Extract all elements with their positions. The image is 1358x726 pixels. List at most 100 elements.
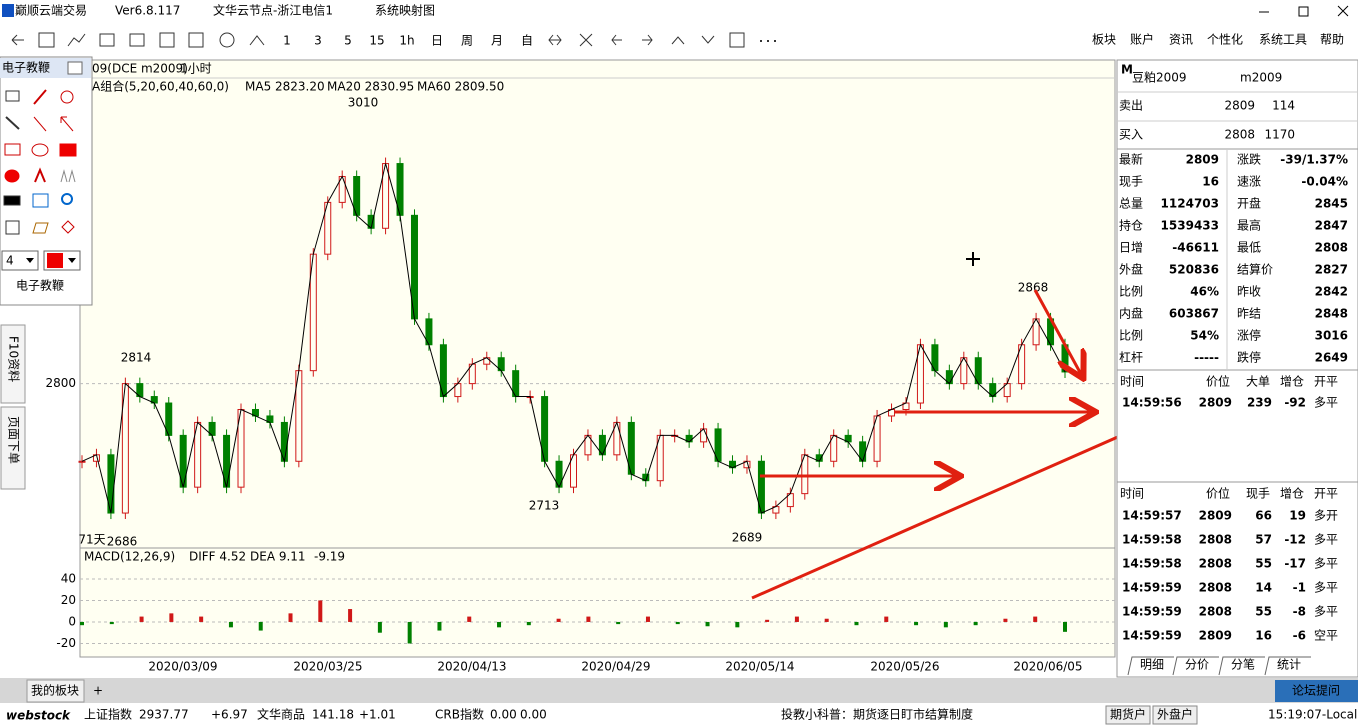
menu-item[interactable]: 系统工具 (1259, 33, 1307, 47)
list-icon[interactable] (38, 32, 55, 48)
open-tool[interactable] (32, 222, 49, 234)
font-tool[interactable] (60, 169, 76, 183)
table-header: 增仓 (1280, 487, 1304, 501)
field-value: -0.04% (1301, 175, 1348, 189)
period-button[interactable]: 周 (461, 34, 473, 48)
up-icon[interactable] (671, 36, 685, 45)
board-tab[interactable] (26, 679, 85, 703)
tool-panel-title: 电子教鞭 (2, 60, 50, 75)
down-icon[interactable] (701, 35, 715, 44)
period-button[interactable]: 15 (369, 34, 384, 48)
table-cell: -8 (1293, 605, 1306, 619)
macd-bar (675, 621, 680, 625)
period-button[interactable]: 日 (431, 34, 443, 48)
field-label: 日增 (1119, 241, 1143, 255)
table-cell: 14:59:58 (1122, 557, 1182, 571)
shrink-icon[interactable] (579, 33, 593, 47)
fill-rect-tool[interactable] (59, 143, 77, 157)
menu-item[interactable]: 资讯 (1169, 33, 1193, 47)
news-ticker[interactable]: 投教小科普：期货逐日盯市结算制度 (781, 707, 973, 722)
width-select[interactable] (1, 250, 39, 271)
contract-code: m2009 (1240, 71, 1282, 85)
clock: 15:19:07-Local (1268, 708, 1357, 722)
left-icon[interactable] (611, 34, 622, 46)
panel-tab-label: 明细 (1140, 658, 1164, 672)
period-button[interactable]: 3 (314, 34, 322, 48)
account-button[interactable] (1152, 705, 1198, 725)
maximize[interactable] (1298, 6, 1309, 17)
brush-tool[interactable] (5, 116, 20, 130)
table-header: 现手 (1246, 487, 1270, 501)
rect-tool[interactable] (4, 143, 21, 156)
capture-tool[interactable] (32, 193, 49, 208)
ellipse-tool[interactable] (31, 143, 49, 157)
panel-icon[interactable] (159, 32, 175, 48)
chart-area (79, 59, 1116, 658)
field-label: 持仓 (1119, 218, 1143, 233)
kline-icon[interactable] (99, 33, 115, 47)
field-value: 2845 (1315, 197, 1348, 211)
side-tab-label: 页面下单 (7, 416, 21, 464)
forum-button[interactable] (1275, 680, 1358, 702)
clear-tool[interactable] (61, 220, 75, 234)
back-icon[interactable] (11, 34, 24, 46)
brand: webstock (6, 709, 71, 723)
text-tool[interactable] (34, 167, 46, 183)
field-value: 1539433 (1161, 219, 1219, 233)
pen-tool[interactable] (33, 89, 47, 105)
zoom-icon[interactable] (548, 34, 562, 46)
arrow-tool[interactable] (60, 116, 74, 132)
tick-icon[interactable] (129, 33, 145, 47)
period-button[interactable]: 1 (283, 34, 291, 48)
eraser-tool[interactable] (5, 90, 20, 102)
zoom-tool[interactable] (61, 193, 73, 205)
close[interactable] (1337, 5, 1349, 17)
account-button[interactable] (1105, 705, 1151, 725)
macd-bar (169, 613, 174, 622)
panel-tab[interactable] (1264, 656, 1311, 676)
layout-icon[interactable] (729, 32, 745, 48)
tool-panel-close[interactable] (67, 61, 83, 75)
view-name: 系统映射图 (375, 3, 435, 18)
period-label[interactable]: 1小时 (180, 62, 212, 76)
save-icon[interactable] (188, 32, 204, 48)
fill-ellipse-tool[interactable] (4, 169, 20, 183)
period-button[interactable]: 月 (491, 34, 503, 48)
side-tab[interactable] (0, 406, 26, 490)
save-tool[interactable] (5, 220, 20, 235)
period-button[interactable]: 自 (521, 34, 533, 48)
field-label: 涨停 (1237, 328, 1261, 343)
side-tab[interactable] (0, 324, 26, 404)
add-tab[interactable]: + (93, 684, 103, 698)
panel-tab[interactable] (1127, 656, 1174, 676)
price-annotation: 2713 (529, 499, 560, 513)
x-tick-label: 2020/06/05 (1013, 660, 1082, 674)
macd-bar (228, 621, 233, 628)
draw-icon[interactable] (249, 35, 265, 46)
macd-bar (199, 616, 204, 622)
fill-tool[interactable] (60, 90, 74, 104)
table-cell: 239 (1247, 396, 1272, 410)
menu-item[interactable]: 个性化 (1207, 33, 1243, 47)
table-cell: 16 (1255, 629, 1272, 643)
period-button[interactable]: 1h (399, 34, 414, 48)
period-button[interactable]: 5 (344, 34, 352, 48)
menu-item[interactable]: 板块 (1092, 33, 1116, 47)
macd-bar (258, 621, 263, 631)
panel-tab[interactable] (1172, 656, 1219, 676)
macd-bar (288, 613, 293, 622)
line-tool[interactable] (33, 116, 47, 132)
price-annotation: 2868 (1018, 281, 1049, 295)
macd-bar (705, 621, 710, 627)
line-icon[interactable] (67, 33, 86, 47)
refresh-icon[interactable] (219, 32, 235, 48)
status-bar (0, 704, 1358, 726)
order-volume: 114 (1272, 99, 1295, 113)
right-icon[interactable] (642, 34, 653, 46)
field-value: 520836 (1169, 263, 1219, 277)
menu-item[interactable]: 账户 (1130, 32, 1154, 47)
block-tool[interactable] (3, 195, 21, 206)
macd-bar (109, 621, 114, 625)
panel-tab[interactable] (1218, 656, 1265, 676)
menu-item[interactable]: 帮助 (1320, 33, 1344, 47)
